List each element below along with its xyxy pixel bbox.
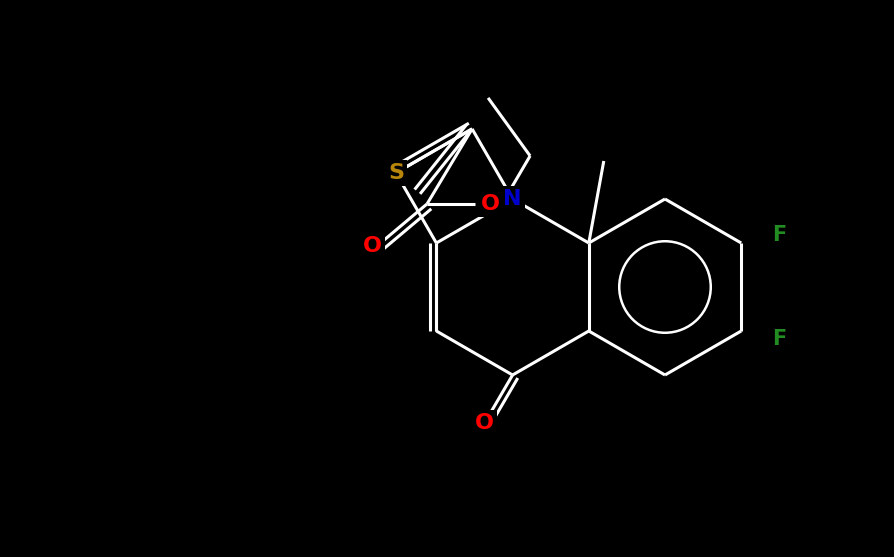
- Text: S: S: [387, 163, 403, 183]
- Text: N: N: [502, 189, 521, 209]
- Text: F: F: [772, 329, 786, 349]
- Text: O: O: [362, 236, 381, 256]
- Text: O: O: [480, 194, 499, 214]
- Text: F: F: [772, 225, 786, 245]
- Text: O: O: [475, 413, 493, 433]
